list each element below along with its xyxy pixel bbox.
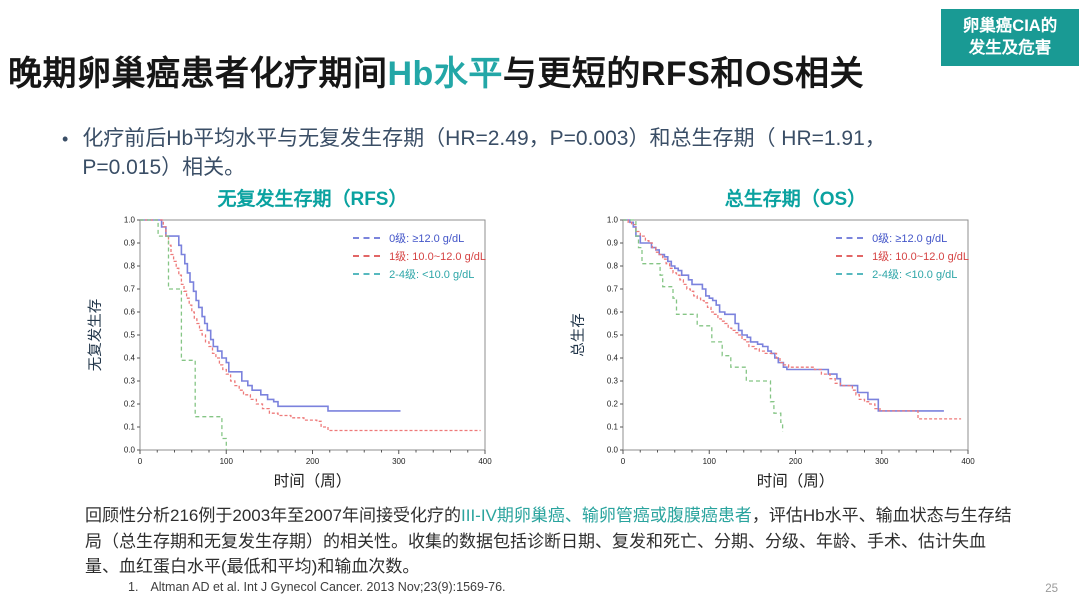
svg-text:总生存: 总生存 <box>570 313 587 357</box>
legend-label: 1级: 10.0~12.0 g/dL <box>872 251 969 263</box>
svg-text:400: 400 <box>478 457 492 466</box>
svg-text:1.0: 1.0 <box>124 216 136 225</box>
svg-text:100: 100 <box>703 457 717 466</box>
legend-item: 1级: 10.0~12.0 g/dL <box>836 248 969 264</box>
legend-item: 0级: ≥12.0 g/dL <box>836 230 969 246</box>
title-post: 与更短的RFS和OS相关 <box>502 55 864 93</box>
svg-text:0.7: 0.7 <box>607 285 619 294</box>
svg-text:1.0: 1.0 <box>607 216 619 225</box>
footnote-pre: 回顾性分析216例于2003年至2007年间接受化疗的 <box>85 506 461 525</box>
rfs-chart-title: 无复发生存期（RFS） <box>217 189 408 210</box>
svg-text:0.1: 0.1 <box>124 423 136 432</box>
legend-item: 2-4级: <10.0 g/dL <box>836 266 969 282</box>
legend-item: 0级: ≥12.0 g/dL <box>353 230 486 246</box>
key-finding-bullet: • 化疗前后Hb平均水平与无复发生存期（HR=2.49，P=0.003）和总生存… <box>62 125 1042 183</box>
legend-item: 2-4级: <10.0 g/dL <box>353 266 486 282</box>
os-chart-title: 总生存期（OS） <box>724 189 867 210</box>
svg-text:0.4: 0.4 <box>124 354 136 363</box>
svg-text:0.6: 0.6 <box>124 308 136 317</box>
rfs-chart: 无复发生存期（RFS） 0.0 0.1 0.2 0.3 0.4 0.5 0.6 0.7 0.8 0… <box>85 184 500 491</box>
svg-text:0.1: 0.1 <box>607 423 619 432</box>
svg-text:0.3: 0.3 <box>607 377 619 386</box>
svg-text:0.5: 0.5 <box>607 331 619 340</box>
legend-dash-icon <box>836 255 864 257</box>
survival-curve <box>140 219 401 412</box>
svg-text:0.8: 0.8 <box>124 262 136 271</box>
page-title: 晚期卵巢癌患者化疗期间Hb水平与更短的RFS和OS相关 <box>8 46 864 95</box>
rfs-xaxis-label: 时间（周） <box>273 473 352 490</box>
svg-text:0.0: 0.0 <box>607 446 619 455</box>
survival-curve <box>623 219 962 420</box>
svg-text:200: 200 <box>789 457 803 466</box>
svg-text:0.2: 0.2 <box>124 400 136 409</box>
legend-label: 2-4级: <10.0 g/dL <box>389 269 475 281</box>
svg-text:0.4: 0.4 <box>607 354 619 363</box>
svg-text:0.7: 0.7 <box>124 285 136 294</box>
bullet-marker: • <box>62 129 69 149</box>
legend-label: 1级: 10.0~12.0 g/dL <box>389 251 486 263</box>
footnote-highlight: III-IV期卵巢癌、输卵管癌或腹膜癌患者 <box>461 506 752 525</box>
svg-text:0.2: 0.2 <box>607 400 619 409</box>
svg-text:300: 300 <box>875 457 889 466</box>
legend-item: 1级: 10.0~12.0 g/dL <box>353 248 486 264</box>
svg-text:0.0: 0.0 <box>124 446 136 455</box>
svg-text:300: 300 <box>392 457 406 466</box>
citation-text: Altman AD et al. Int J Gynecol Cancer. 2… <box>150 580 506 594</box>
svg-text:200: 200 <box>306 457 320 466</box>
footnote-post: ，评估Hb水平、输血状态与生存结局（总生存期和无复发生存期）的相关性。收集的数据… <box>85 506 1012 576</box>
legend-dash-icon <box>353 237 381 239</box>
svg-text:0: 0 <box>138 457 143 466</box>
svg-text:400: 400 <box>961 457 975 466</box>
legend-label: 0级: ≥12.0 g/dL <box>872 233 948 245</box>
os-xaxis-label: 时间（周） <box>756 473 835 490</box>
page-number: 25 <box>1045 583 1058 595</box>
svg-text:无复发生存: 无复发生存 <box>86 299 104 372</box>
svg-text:0.8: 0.8 <box>607 262 619 271</box>
svg-text:0: 0 <box>621 457 626 466</box>
svg-text:100: 100 <box>220 457 234 466</box>
os-plot-area: 0.0 0.1 0.2 0.3 0.4 0.5 0.6 0.7 0.8 0.9 1.0 0 100 200… <box>568 214 983 467</box>
rfs-plot-area: 0.0 0.1 0.2 0.3 0.4 0.5 0.6 0.7 0.8 0.9 1.0 0 100 200… <box>85 214 500 467</box>
legend-dash-icon <box>836 237 864 239</box>
os-survival-plot: 0.0 0.1 0.2 0.3 0.4 0.5 0.6 0.7 0.8 0.9 1.0 0 100 200… <box>570 216 975 467</box>
title-pre: 晚期卵巢癌患者化疗期间 <box>8 55 388 93</box>
os-chart: 总生存期（OS） 0.0 0.1 0.2 0.3 0.4 0.5 0.6 0.7 0.8 0.9 1… <box>568 184 983 491</box>
survival-curve <box>623 219 784 432</box>
rfs-legend: 0级: ≥12.0 g/dL 1级: 10.0~12.0 g/dL 2-4级: <1… <box>353 230 486 282</box>
legend-dash-icon <box>353 255 381 257</box>
citation: 1. Altman AD et al. Int J Gynecol Cancer… <box>128 580 506 594</box>
legend-label: 2-4级: <10.0 g/dL <box>872 269 958 281</box>
badge-line-2: 发生及危害 <box>968 39 1052 58</box>
legend-label: 0级: ≥12.0 g/dL <box>389 233 465 245</box>
corner-topic-badge: 卵巢癌CIA的 发生及危害 <box>941 9 1079 66</box>
rfs-survival-plot: 0.0 0.1 0.2 0.3 0.4 0.5 0.6 0.7 0.8 0.9 1.0 0 100 200… <box>86 216 492 467</box>
survival-curve <box>140 219 481 432</box>
study-description: 回顾性分析216例于2003年至2007年间接受化疗的III-IV期卵巢癌、输卵… <box>85 503 1013 580</box>
legend-dash-icon <box>353 273 381 275</box>
svg-text:0.9: 0.9 <box>607 239 619 248</box>
svg-text:0.6: 0.6 <box>607 308 619 317</box>
bullet-text: 化疗前后Hb平均水平与无复发生存期（HR=2.49，P=0.003）和总生存期（… <box>82 127 886 179</box>
title-highlight: Hb水平 <box>387 55 503 93</box>
os-legend: 0级: ≥12.0 g/dL 1级: 10.0~12.0 g/dL 2-4级: <1… <box>836 230 969 282</box>
svg-text:0.3: 0.3 <box>124 377 136 386</box>
citation-index: 1. <box>128 580 139 594</box>
svg-text:0.9: 0.9 <box>124 239 136 248</box>
badge-line-1: 卵巢癌CIA的 <box>962 17 1058 35</box>
legend-dash-icon <box>836 273 864 275</box>
svg-text:0.5: 0.5 <box>124 331 136 340</box>
